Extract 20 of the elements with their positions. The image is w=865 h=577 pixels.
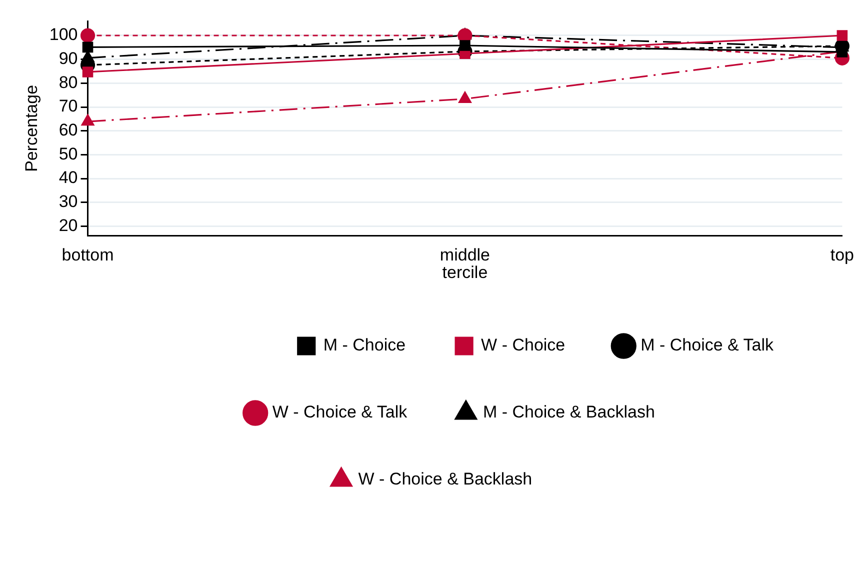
y-tick-label: 60 bbox=[58, 120, 78, 140]
legend-label: W - Choice & Talk bbox=[272, 402, 408, 422]
y-tick-label: 100 bbox=[49, 25, 78, 44]
x-tick-label: top bbox=[830, 246, 854, 265]
legend-label: M - Choice & Talk bbox=[640, 336, 774, 355]
y-tick-label: 20 bbox=[58, 216, 78, 235]
y-tick-label: 50 bbox=[58, 144, 78, 164]
y-tick-label: 40 bbox=[58, 168, 78, 188]
y-tick-label: 30 bbox=[58, 192, 78, 212]
x-axis-title: tercile bbox=[442, 262, 488, 282]
legend-label: M - Choice & Backlash bbox=[482, 402, 655, 422]
y-tick-label: 90 bbox=[58, 49, 78, 68]
x-tick-label: middle bbox=[440, 246, 490, 265]
x-tick-label: bottom bbox=[62, 246, 114, 265]
y-tick-label: 80 bbox=[58, 72, 78, 92]
y-tick-label: 70 bbox=[58, 96, 78, 116]
y-axis-title: Percentage bbox=[22, 84, 41, 172]
legend-label: M - Choice bbox=[323, 336, 406, 355]
legend-label: W - Choice bbox=[481, 336, 566, 355]
legend-label: W - Choice & Backlash bbox=[358, 470, 532, 489]
